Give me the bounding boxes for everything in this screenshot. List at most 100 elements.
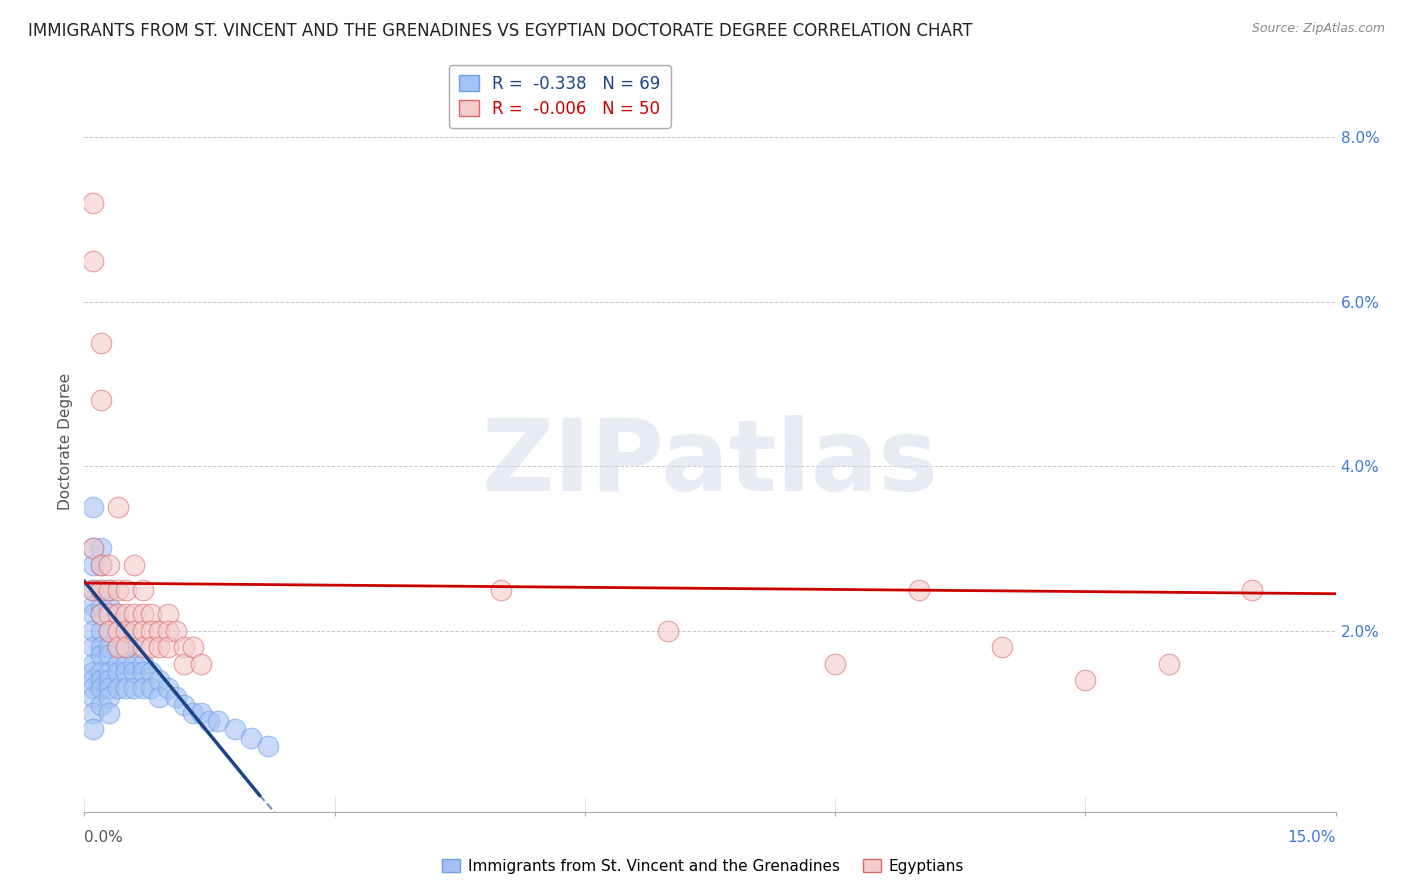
Point — [124, 665, 146, 679]
Point — [124, 624, 146, 638]
Point — [107, 657, 129, 671]
Point — [165, 690, 187, 704]
Point — [107, 624, 129, 638]
Point — [98, 648, 121, 663]
Point — [1074, 673, 1097, 687]
Point — [124, 607, 146, 622]
Point — [115, 624, 138, 638]
Point — [82, 624, 104, 638]
Point — [139, 640, 162, 655]
Point — [107, 582, 129, 597]
Legend: Immigrants from St. Vincent and the Grenadines, Egyptians: Immigrants from St. Vincent and the Gren… — [436, 853, 970, 880]
Point — [107, 665, 129, 679]
Point — [107, 681, 129, 696]
Point — [190, 657, 212, 671]
Point — [82, 253, 104, 268]
Point — [107, 640, 129, 655]
Point — [207, 714, 229, 729]
Point — [124, 681, 146, 696]
Point — [82, 500, 104, 515]
Point — [90, 335, 112, 350]
Text: 0.0%: 0.0% — [84, 830, 124, 846]
Text: ZIPatlas: ZIPatlas — [482, 416, 938, 512]
Point — [107, 640, 129, 655]
Point — [107, 607, 129, 622]
Point — [156, 681, 179, 696]
Point — [115, 640, 138, 655]
Point — [82, 681, 104, 696]
Point — [98, 673, 121, 687]
Point — [907, 582, 929, 597]
Point — [98, 665, 121, 679]
Point — [82, 673, 104, 687]
Point — [824, 657, 846, 671]
Point — [148, 673, 170, 687]
Point — [173, 698, 195, 712]
Point — [98, 607, 121, 622]
Point — [156, 640, 179, 655]
Point — [90, 541, 112, 556]
Point — [156, 624, 179, 638]
Point — [132, 657, 155, 671]
Point — [107, 607, 129, 622]
Point — [90, 640, 112, 655]
Point — [132, 607, 155, 622]
Point — [132, 681, 155, 696]
Point — [90, 665, 112, 679]
Point — [1241, 582, 1264, 597]
Point — [124, 558, 146, 572]
Point — [139, 665, 162, 679]
Point — [173, 657, 195, 671]
Point — [107, 624, 129, 638]
Point — [148, 640, 170, 655]
Point — [90, 624, 112, 638]
Point — [82, 558, 104, 572]
Point — [107, 500, 129, 515]
Point — [132, 640, 155, 655]
Point — [165, 624, 187, 638]
Point — [132, 665, 155, 679]
Point — [139, 681, 162, 696]
Point — [82, 690, 104, 704]
Point — [90, 393, 112, 408]
Point — [90, 558, 112, 572]
Point — [82, 541, 104, 556]
Text: Source: ZipAtlas.com: Source: ZipAtlas.com — [1251, 22, 1385, 36]
Point — [90, 558, 112, 572]
Point — [115, 681, 138, 696]
Point — [98, 558, 121, 572]
Point — [98, 624, 121, 638]
Point — [156, 607, 179, 622]
Point — [82, 723, 104, 737]
Point — [181, 706, 204, 720]
Point — [132, 624, 155, 638]
Point — [82, 640, 104, 655]
Legend: R =  -0.338   N = 69, R =  -0.006   N = 50: R = -0.338 N = 69, R = -0.006 N = 50 — [449, 65, 671, 128]
Point — [173, 640, 195, 655]
Point — [148, 624, 170, 638]
Y-axis label: Doctorate Degree: Doctorate Degree — [58, 373, 73, 510]
Point — [90, 582, 112, 597]
Point — [198, 714, 221, 729]
Point — [98, 599, 121, 613]
Point — [139, 624, 162, 638]
Point — [82, 582, 104, 597]
Point — [90, 607, 112, 622]
Point — [98, 582, 121, 597]
Point — [90, 681, 112, 696]
Point — [115, 657, 138, 671]
Point — [124, 640, 146, 655]
Point — [257, 739, 280, 753]
Point — [82, 706, 104, 720]
Text: IMMIGRANTS FROM ST. VINCENT AND THE GRENADINES VS EGYPTIAN DOCTORATE DEGREE CORR: IMMIGRANTS FROM ST. VINCENT AND THE GREN… — [28, 22, 973, 40]
Point — [82, 196, 104, 211]
Point — [132, 582, 155, 597]
Point — [657, 624, 679, 638]
Point — [98, 706, 121, 720]
Point — [90, 607, 112, 622]
Point — [90, 599, 112, 613]
Point — [82, 607, 104, 622]
Point — [115, 665, 138, 679]
Point — [115, 607, 138, 622]
Point — [90, 698, 112, 712]
